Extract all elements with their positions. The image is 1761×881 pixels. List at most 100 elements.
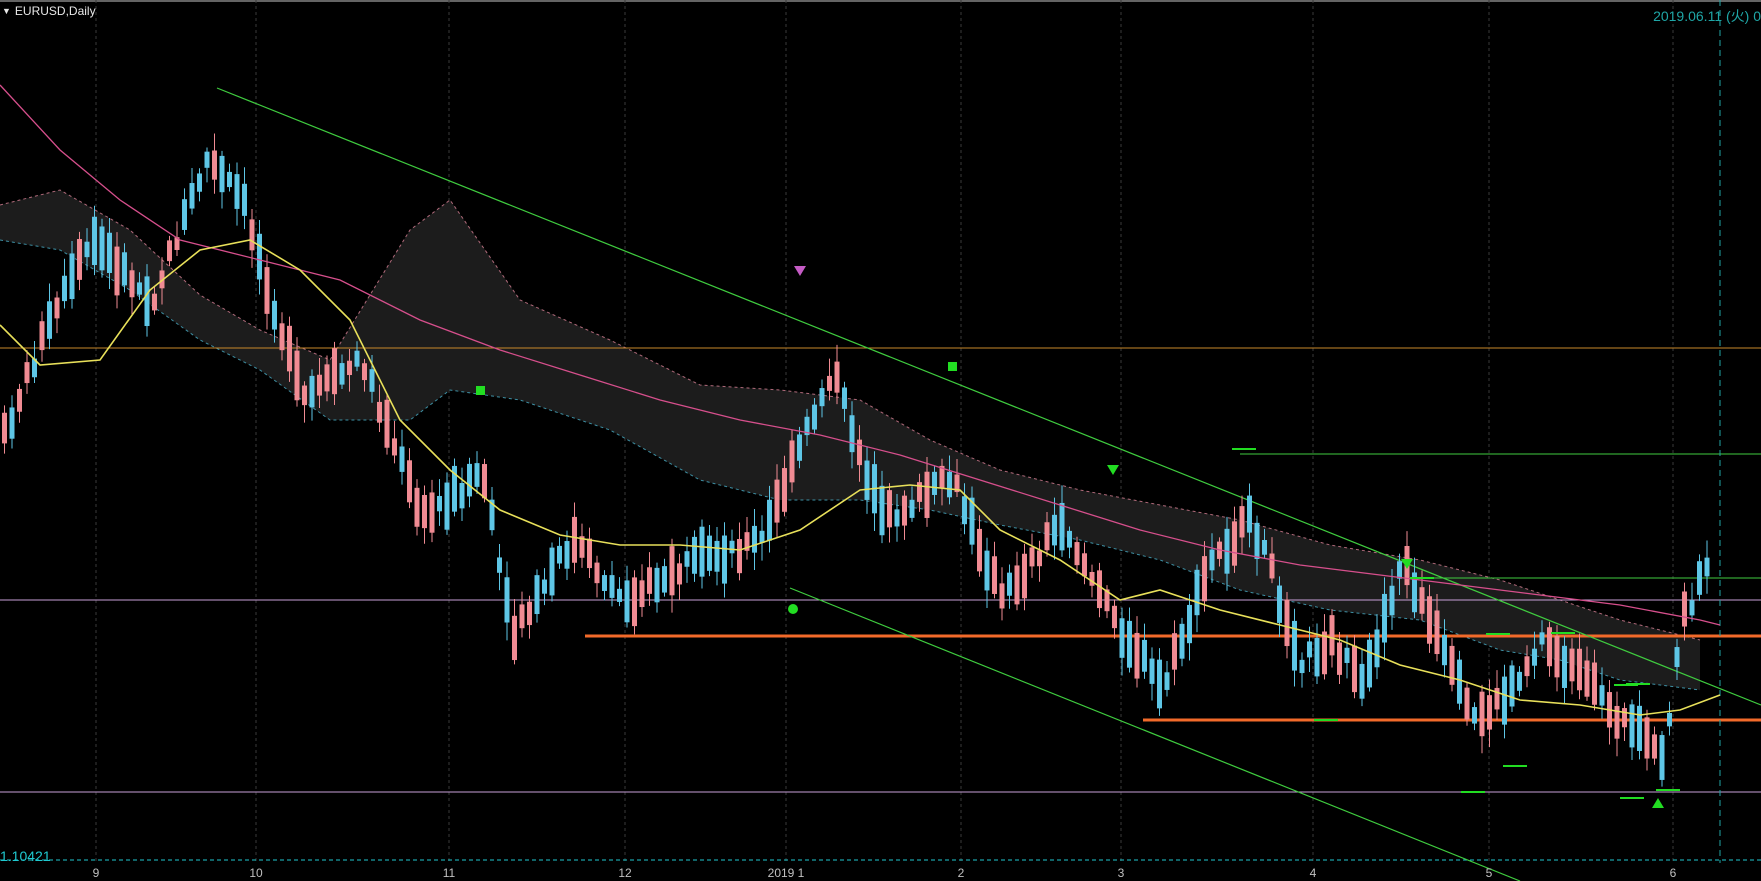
candle-body-192: [1442, 634, 1447, 666]
candle-body-199: [1494, 687, 1500, 710]
candle-body-75: [564, 541, 570, 569]
candle-body-84: [632, 577, 637, 627]
candle-body-44: [332, 348, 337, 395]
candle-body-26: [197, 173, 202, 192]
candle-body-31: [234, 174, 240, 209]
menu-caret-icon[interactable]: ▼: [2, 6, 11, 16]
candle-body-58: [437, 495, 442, 512]
candle-body-145: [1089, 571, 1095, 586]
candle-body-112: [842, 387, 847, 409]
candle-body-20: [152, 293, 157, 311]
candle-body-72: [542, 579, 547, 594]
candle-body-185: [1389, 585, 1395, 616]
candle-body-59: [444, 482, 450, 530]
chart-title-bar[interactable]: ▼ EURUSD,Daily: [2, 4, 96, 18]
candle-body-64: [482, 464, 487, 499]
candle-body-125: [939, 465, 945, 489]
candle-body-102: [767, 499, 772, 541]
candle-body-89: [669, 546, 675, 596]
candle-body-70: [527, 601, 532, 626]
candle-body-143: [1074, 542, 1080, 566]
candle-body-106: [797, 434, 802, 461]
candle-body-189: [1419, 587, 1425, 614]
candle-body-114: [857, 439, 862, 466]
candle-body-45: [339, 363, 345, 385]
candle-body-209: [1569, 648, 1575, 682]
candle-body-200: [1502, 676, 1507, 725]
candle-body-213: [1599, 685, 1605, 706]
candle-body-206: [1547, 627, 1552, 667]
candle-body-82: [617, 588, 622, 602]
candle-body-9: [69, 253, 75, 300]
candle-body-147: [1104, 589, 1110, 612]
candle-body-180: [1352, 645, 1357, 693]
candle-body-88: [662, 566, 667, 593]
candle-body-207: [1554, 635, 1560, 678]
candle-body-165: [1239, 506, 1245, 538]
candle-body-10: [77, 239, 82, 280]
time-label-12: 12: [618, 866, 632, 880]
time-axis: 9 10 11 12 2019 1 2 3 4 5 6: [0, 863, 1761, 881]
candle-body-76: [572, 516, 577, 563]
time-label-4: 4: [1309, 866, 1317, 880]
green-up-arrow: [1652, 798, 1664, 808]
candle-body-60: [452, 465, 457, 512]
candle-body-11: [84, 241, 90, 258]
candle-body-109: [819, 388, 825, 407]
candle-body-195: [1464, 687, 1470, 720]
candle-body-171: [1284, 599, 1290, 647]
candle-body-61: [459, 482, 465, 509]
candle-body-130: [977, 528, 982, 572]
candle-body-8: [62, 275, 67, 302]
candle-body-146: [1097, 570, 1102, 609]
candle-body-203: [1524, 656, 1530, 677]
green-down-arrow-2: [1401, 559, 1413, 569]
candle-body-74: [557, 545, 562, 564]
candle-body-7: [54, 297, 60, 319]
time-label-9: 9: [92, 866, 100, 880]
candle-body-77: [579, 536, 585, 558]
candle-body-39: [294, 350, 300, 401]
candle-body-136: [1022, 553, 1027, 599]
crosshair-date-readout: 2019.06.11 (火) 0: [1653, 8, 1761, 24]
candle-body-33: [249, 219, 255, 251]
candle-body-54: [407, 460, 412, 503]
candle-body-217: [1629, 704, 1635, 748]
trendline-lower: [789, 587, 1521, 881]
candle-body-40: [302, 385, 307, 406]
candle-body-139: [1044, 522, 1050, 551]
green-circle: [788, 604, 798, 614]
candle-body-5: [39, 321, 45, 351]
candle-body-66: [497, 557, 502, 573]
candle-body-184: [1382, 593, 1387, 643]
candle-body-120: [902, 495, 907, 526]
candle-body-181: [1359, 663, 1365, 699]
candle-body-105: [789, 440, 795, 483]
candle-body-42: [317, 374, 322, 396]
candle-body-81: [609, 575, 615, 598]
candle-body-196: [1472, 707, 1477, 724]
candle-body-30: [227, 171, 232, 188]
candle-body-122: [917, 482, 922, 502]
candle-body-36: [272, 300, 277, 330]
candle-body-216: [1622, 708, 1627, 728]
candle-body-166: [1247, 495, 1252, 533]
candle-body-51: [384, 399, 390, 448]
candle-body-170: [1277, 585, 1282, 623]
candle-body-190: [1427, 596, 1432, 644]
candle-body-129: [969, 497, 975, 545]
candle-body-183: [1374, 629, 1380, 668]
candle-body-4: [32, 358, 37, 378]
symbol-timeframe-label: EURUSD,Daily: [14, 4, 96, 18]
candle-body-134: [1007, 572, 1012, 596]
candle-body-168: [1262, 540, 1267, 555]
candle-body-92: [692, 536, 697, 574]
candle-body-83: [624, 580, 630, 623]
candle-body-104: [782, 468, 787, 512]
candle-body-29: [219, 155, 225, 193]
candle-body-111: [834, 361, 840, 393]
candle-body-208: [1562, 645, 1567, 688]
moving-average-slow: [0, 84, 1721, 626]
